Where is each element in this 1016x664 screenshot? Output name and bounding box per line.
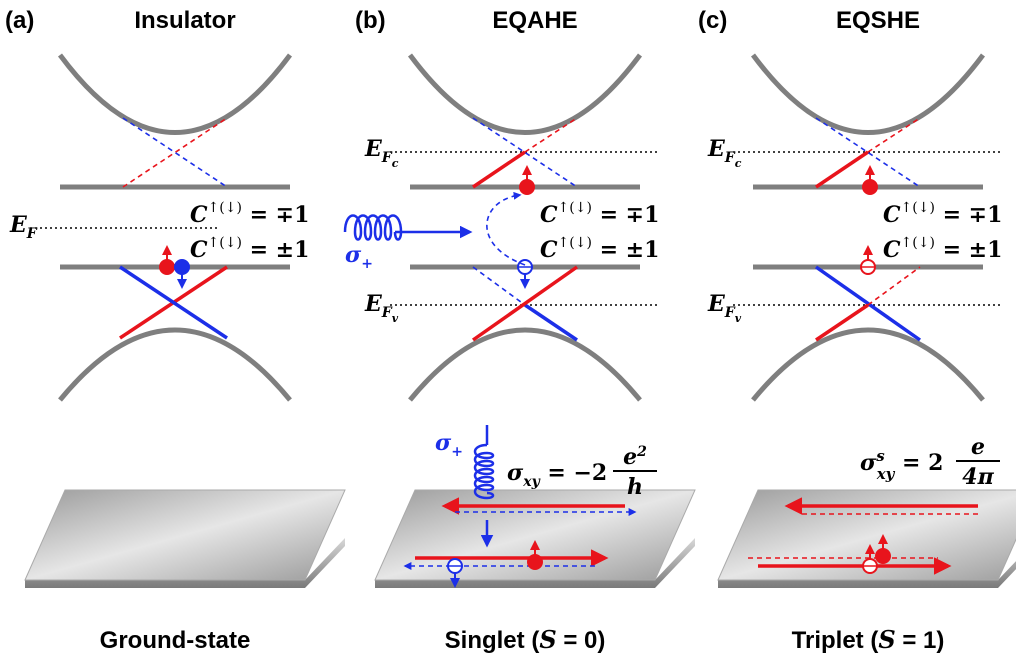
- math-sup: ↑(↓): [901, 235, 935, 251]
- math-subsub: c: [735, 157, 742, 170]
- numerator: e: [971, 434, 985, 460]
- fermi-c-label: EFc: [364, 136, 399, 170]
- conduction-band: [410, 55, 640, 133]
- math-base: σ: [345, 242, 362, 268]
- caption-var: S: [539, 625, 556, 654]
- caption-post: = 0): [557, 627, 606, 654]
- electron: [175, 260, 189, 274]
- math-base: σ: [507, 460, 524, 486]
- caption-pre: Triplet (: [792, 627, 879, 654]
- panel-title: Insulator: [134, 7, 235, 34]
- chern-upper: C↑(↓) = ∓1: [190, 200, 309, 228]
- electron: [160, 260, 174, 274]
- math-rest: = −2: [540, 460, 608, 486]
- fraction-denominator: 4π: [962, 464, 994, 490]
- chern-lower: C↑(↓) = ±1: [540, 235, 659, 263]
- fermi-label: EF: [9, 212, 38, 242]
- excitation: [487, 195, 525, 265]
- numerator-sup: 2: [636, 444, 647, 460]
- fraction-numerator: e: [971, 434, 985, 460]
- math-sub: xy: [876, 465, 896, 483]
- math-base: E: [707, 136, 726, 162]
- math-sup: ↑(↓): [208, 235, 242, 251]
- conductance: σxy = −2: [507, 460, 607, 490]
- dirac-red: [473, 152, 525, 187]
- electron: [520, 180, 534, 194]
- math-subsub: v: [735, 312, 742, 325]
- math-base: σ: [860, 450, 877, 476]
- math-rest: = ∓1: [242, 202, 310, 228]
- math-base: C: [883, 237, 901, 263]
- caption-pre: Singlet (: [445, 627, 540, 654]
- math-base: E: [364, 291, 383, 317]
- electron: [528, 555, 542, 569]
- figure: (a)InsulatorC↑(↓) = ∓1C↑(↓) = ±1EFGround…: [0, 0, 1016, 664]
- chern-upper: C↑(↓) = ∓1: [883, 200, 1002, 228]
- math-sub: F: [26, 226, 38, 242]
- math-sub: +: [361, 256, 373, 272]
- math-sub: xy: [522, 474, 540, 490]
- conduction-band: [753, 55, 983, 133]
- math-sup: ↑(↓): [558, 200, 592, 216]
- electron: [863, 180, 877, 194]
- math-base: E: [364, 136, 383, 162]
- text: Ground-state: [100, 627, 251, 654]
- math-rest: = ±1: [592, 237, 660, 263]
- conduction-band: [60, 55, 290, 133]
- panel-title: EQSHE: [836, 7, 920, 34]
- text: (a): [5, 7, 34, 34]
- chern-upper: C↑(↓) = ∓1: [540, 200, 659, 228]
- valence-band: [60, 330, 290, 400]
- slab-top: [25, 490, 345, 580]
- math-sup: ↑(↓): [558, 235, 592, 251]
- dirac-red: [816, 152, 868, 187]
- fermi-c-label: EFc: [707, 136, 742, 170]
- text: (c): [698, 7, 727, 34]
- chern-lower: C↑(↓) = ±1: [190, 235, 309, 263]
- math-sup: s: [876, 447, 885, 465]
- numerator: e: [623, 444, 637, 470]
- math-rest: = ±1: [935, 237, 1003, 263]
- math-base: C: [190, 202, 208, 228]
- photon-coil: [345, 216, 401, 240]
- fermi-v-label: EFv: [707, 291, 742, 325]
- math-base: C: [883, 202, 901, 228]
- panel-title: EQAHE: [492, 7, 577, 34]
- caption-post: = 1): [896, 627, 945, 654]
- caption: Singlet (S = 0): [445, 625, 606, 654]
- valence-band: [410, 330, 640, 400]
- math-subsub: v: [392, 312, 399, 325]
- math-rest: = 2: [894, 450, 943, 476]
- diagram-shapes: [25, 55, 1016, 588]
- math-rest: = ∓1: [935, 202, 1003, 228]
- photon-label: σ+: [345, 242, 373, 272]
- electron: [876, 549, 890, 563]
- text: (b): [355, 7, 386, 34]
- chern-lower: C↑(↓) = ±1: [883, 235, 1002, 263]
- math-base: σ: [435, 430, 452, 456]
- math-base: E: [707, 291, 726, 317]
- math-rest: = ∓1: [592, 202, 660, 228]
- math-subsub: c: [392, 157, 399, 170]
- math-base: C: [540, 202, 558, 228]
- dirac-red: [868, 267, 920, 305]
- fraction-numerator: e2: [623, 444, 647, 470]
- math-base: E: [9, 212, 28, 238]
- fermi-v-label: EFv: [364, 291, 399, 325]
- valence-band: [753, 330, 983, 400]
- math-sub: +: [451, 444, 463, 460]
- fraction-denominator: h: [627, 474, 643, 500]
- math-rest: = ±1: [242, 237, 310, 263]
- photon-label: σ+: [435, 430, 463, 460]
- math-sup: ↑(↓): [901, 200, 935, 216]
- caption-var: S: [878, 625, 895, 654]
- caption: Triplet (S = 1): [792, 625, 945, 654]
- math-base: C: [190, 237, 208, 263]
- dirac-blue: [473, 267, 525, 305]
- math-sup: ↑(↓): [208, 200, 242, 216]
- math-base: C: [540, 237, 558, 263]
